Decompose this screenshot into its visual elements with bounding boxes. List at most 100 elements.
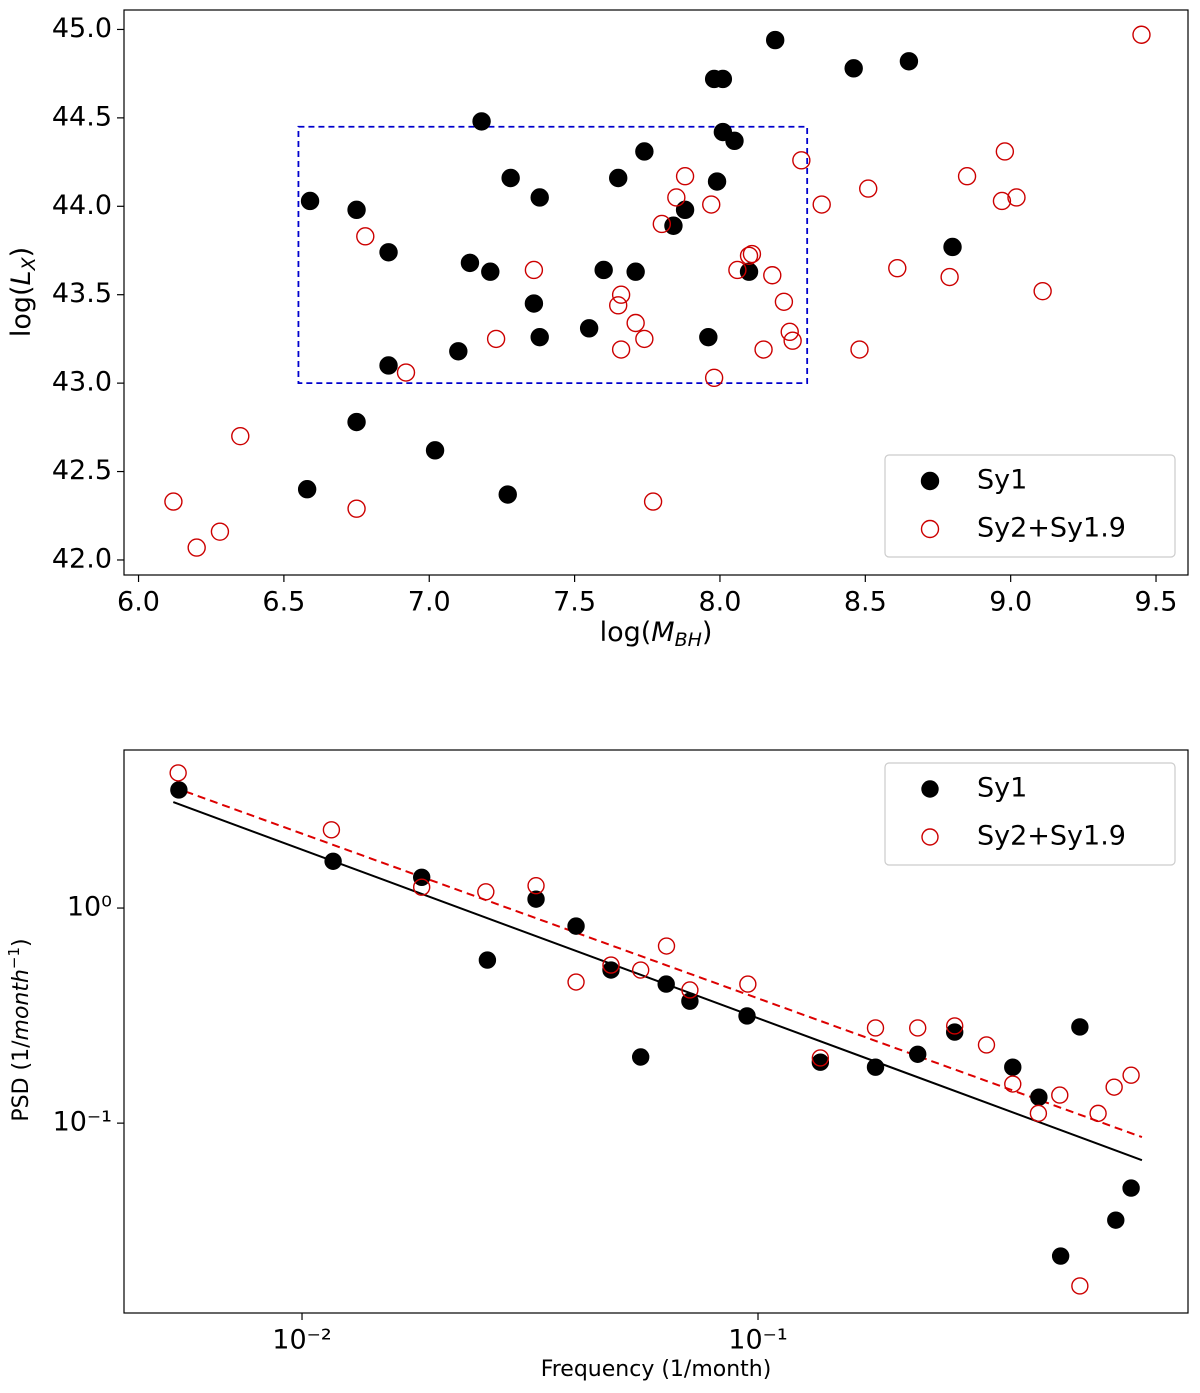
y-tick-label: 43.0 [52,367,112,398]
point [481,262,500,281]
y-axis-label: log(LX) [6,247,40,337]
point [739,262,759,281]
point [1030,1088,1048,1106]
point [1071,1277,1089,1295]
point [231,426,250,446]
point [530,188,549,207]
point [664,216,683,235]
y-tick-label: 10⁻¹ [53,1107,112,1138]
point [498,485,517,504]
point [1007,188,1026,207]
point [792,151,811,170]
point [1122,1179,1140,1197]
point [859,179,878,198]
point [297,480,317,499]
point [1071,1018,1089,1036]
point [460,253,480,273]
point [631,961,650,979]
legend-marker [921,828,939,846]
point [704,368,724,388]
point [626,313,645,333]
point [611,285,631,304]
point [635,142,654,161]
point [652,214,672,234]
point [866,1019,885,1037]
point [164,492,183,511]
x-axis-label: log(MBH) [600,617,713,651]
point [909,1045,927,1063]
point [765,30,785,50]
point [347,412,366,432]
point [1004,1058,1022,1076]
point [1004,1075,1022,1093]
point [739,246,759,266]
point [169,764,187,782]
legend-label: Sy1 [977,773,1027,804]
label-part: Frequency (1/month) [541,1357,772,1382]
point [609,168,628,188]
label-part: M [651,617,674,648]
point [675,167,695,186]
point [725,131,744,151]
point [1107,1211,1125,1229]
point [594,260,613,280]
point [667,188,686,207]
point [412,878,431,896]
point [783,331,802,350]
y-tick-label: 45.0 [52,13,112,44]
point [780,322,799,342]
x-tick-label: 8.5 [844,587,887,618]
point [347,200,366,220]
point [187,538,206,557]
x-tick-label: 8.0 [698,587,741,618]
y-tick-label: 44.0 [52,190,112,221]
point [567,973,585,991]
point [472,112,491,131]
point [412,868,431,886]
point [379,356,398,375]
point [811,1049,830,1067]
point [754,340,773,359]
point [486,329,506,349]
label-part: log( [6,285,37,337]
point [1051,1086,1069,1104]
point [728,260,747,280]
label-part: ) [9,938,34,947]
point [1122,1066,1140,1084]
point [324,852,342,870]
point [1105,1078,1123,1096]
x-tick-label: 7.0 [408,587,451,618]
y-tick-label: 42.5 [52,455,112,486]
point [524,294,544,313]
point [579,319,599,338]
legend-label: Sy2+Sy1.9 [977,821,1126,852]
point [1132,25,1151,44]
point [713,69,733,89]
point [812,195,831,214]
legend-box [884,762,1176,866]
point [602,956,620,974]
point [866,1058,885,1076]
point [501,168,520,188]
point [957,167,977,186]
x-tick-label: 6.5 [262,587,305,618]
point [347,499,366,518]
label-part: PSD (1/ [9,1040,34,1122]
selection-box [297,125,809,385]
point [946,1023,964,1041]
point [635,329,654,349]
point [909,1019,927,1037]
point [699,327,718,347]
legend-label: Sy1 [977,465,1027,496]
point [396,363,416,382]
point [675,200,695,220]
point [1033,281,1052,301]
point [681,981,699,999]
point [602,961,620,979]
point [899,52,919,71]
point [888,258,907,278]
label-part: month [9,969,34,1040]
point [527,877,545,895]
label-part: L [6,270,37,285]
